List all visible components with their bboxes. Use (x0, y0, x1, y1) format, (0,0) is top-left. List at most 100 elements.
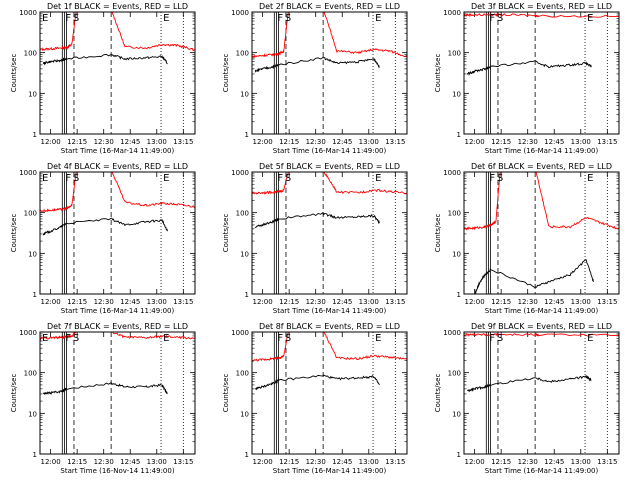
panel-2: Det 2f BLACK = Events, RED = LLD Counts/s… (222, 2, 408, 155)
events-series-line (254, 374, 380, 391)
x-tick-label: 12:00 (41, 298, 61, 306)
plot-frame (39, 11, 196, 135)
x-tick-label: 12:45 (120, 458, 140, 466)
panel-title: Det 4f BLACK = Events, RED = LLD (47, 162, 188, 171)
marker-label-s: S (73, 333, 79, 344)
x-tick-label: 12:30 (94, 138, 114, 146)
panel-1: Det 1f BLACK = Events, RED = LLD Counts/s… (10, 2, 196, 155)
panel-8: Det 8f BLACK = Events, RED = LLD Counts/s… (222, 322, 408, 475)
y-axis-label: Counts/sec (10, 374, 18, 413)
marker-label-f: F (489, 173, 495, 184)
marker-label-e: E (163, 173, 169, 184)
panel-4: Det 4f BLACK = Events, RED = LLD Counts/s… (10, 162, 196, 315)
y-axis-label: Counts/sec (222, 214, 230, 253)
events-series-line (42, 217, 168, 236)
x-tick-label: 12:30 (306, 298, 326, 306)
marker-label-f: F (489, 333, 495, 344)
plot-frame (39, 171, 196, 295)
lld-series-line (251, 11, 408, 59)
y-tick-label: 10 (28, 90, 37, 98)
x-tick-label: 12:00 (41, 138, 61, 146)
x-tick-label: 12:00 (253, 298, 273, 306)
x-tick-label: 12:15 (279, 458, 299, 466)
x-axis-label: Start Time (16-Mar-14 11:49:00) (485, 467, 599, 475)
marker-label-e: E (42, 173, 48, 184)
x-tick-label: 13:00 (147, 298, 167, 306)
x-axis-label: Start Time (16-Mar-14 11:49:00) (273, 467, 387, 475)
y-tick-label: 10 (240, 90, 249, 98)
y-tick-label: 10 (240, 410, 249, 418)
marker-label-e: E (42, 13, 48, 24)
marker-label-f: F (277, 13, 283, 24)
y-tick-label: 100 (24, 370, 37, 378)
x-tick-label: 12:15 (67, 298, 87, 306)
panel-5: Det 5f BLACK = Events, RED = LLD Counts/s… (222, 162, 408, 315)
panel-title: Det 6f BLACK = Events, RED = LLD (471, 162, 612, 171)
x-axis-label: Start Time (16-Mar-14 11:49:00) (485, 147, 599, 155)
marker-label-f: F (489, 13, 495, 24)
y-tick-label: 10 (28, 250, 37, 258)
x-tick-label: 13:00 (571, 138, 591, 146)
marker-label-f: F (65, 333, 71, 344)
y-tick-label: 1 (33, 291, 37, 299)
x-tick-label: 12:45 (332, 298, 352, 306)
panel-6: Det 6f BLACK = Events, RED = LLD Counts/s… (434, 162, 620, 315)
lld-series-line (39, 331, 196, 341)
events-series-line (466, 374, 592, 393)
x-tick-label: 12:15 (491, 458, 511, 466)
y-tick-label: 100 (24, 50, 37, 58)
events-series-line (474, 259, 594, 295)
y-axis-label: Counts/sec (10, 54, 18, 93)
x-tick-label: 13:15 (173, 138, 193, 146)
y-tick-label: 1000 (443, 9, 461, 17)
y-axis-label: Counts/sec (434, 374, 442, 413)
y-axis-label: Counts/sec (434, 54, 442, 93)
x-tick-label: 12:45 (544, 458, 564, 466)
y-tick-label: 100 (236, 50, 249, 58)
y-tick-label: 1 (457, 131, 461, 139)
marker-label-f: F (277, 333, 283, 344)
x-tick-label: 13:00 (571, 298, 591, 306)
y-axis-label: Counts/sec (434, 214, 442, 253)
y-tick-label: 1000 (443, 169, 461, 177)
y-tick-label: 10 (28, 410, 37, 418)
y-tick-label: 1000 (19, 329, 37, 337)
panel-title: Det 9f BLACK = Events, RED = LLD (471, 322, 612, 331)
x-tick-label: 12:30 (306, 138, 326, 146)
marker-label-e: E (375, 173, 381, 184)
panel-9: Det 9f BLACK = Events, RED = LLD Counts/s… (434, 322, 620, 475)
panel-3: Det 3f BLACK = Events, RED = LLD Counts/s… (434, 2, 620, 155)
marker-label-s: S (497, 173, 503, 184)
marker-label-e: E (163, 333, 169, 344)
x-tick-label: 13:00 (571, 458, 591, 466)
y-axis-label: Counts/sec (10, 214, 18, 253)
marker-label-e: E (587, 13, 593, 24)
marker-label-e: E (163, 13, 169, 24)
x-tick-label: 12:45 (120, 298, 140, 306)
plot-frame (251, 331, 408, 455)
events-series-line (42, 381, 168, 395)
lld-series-line (39, 171, 196, 213)
y-axis-label: Counts/sec (222, 374, 230, 413)
x-tick-label: 13:15 (385, 138, 405, 146)
lld-series-line (39, 11, 196, 52)
plot-frame (463, 171, 620, 295)
y-tick-label: 1 (33, 131, 37, 139)
y-tick-label: 100 (448, 50, 461, 58)
x-tick-label: 12:15 (279, 138, 299, 146)
marker-label-e: E (375, 13, 381, 24)
x-tick-label: 12:30 (306, 458, 326, 466)
y-tick-label: 100 (24, 210, 37, 218)
marker-label-s: S (285, 13, 291, 24)
y-tick-label: 1000 (231, 329, 249, 337)
events-series-line (254, 211, 380, 229)
x-tick-label: 12:00 (465, 298, 485, 306)
marker-label-e: E (587, 333, 593, 344)
marker-label-f: F (65, 13, 71, 24)
plot-frame (463, 331, 620, 455)
x-axis-label: Start Time (16-Mar-14 11:49:00) (273, 307, 387, 315)
x-axis-label: Start Time (16-Nov-14 11:49:00) (60, 467, 174, 475)
x-tick-label: 12:30 (94, 298, 114, 306)
y-tick-label: 10 (452, 410, 461, 418)
marker-label-s: S (497, 333, 503, 344)
